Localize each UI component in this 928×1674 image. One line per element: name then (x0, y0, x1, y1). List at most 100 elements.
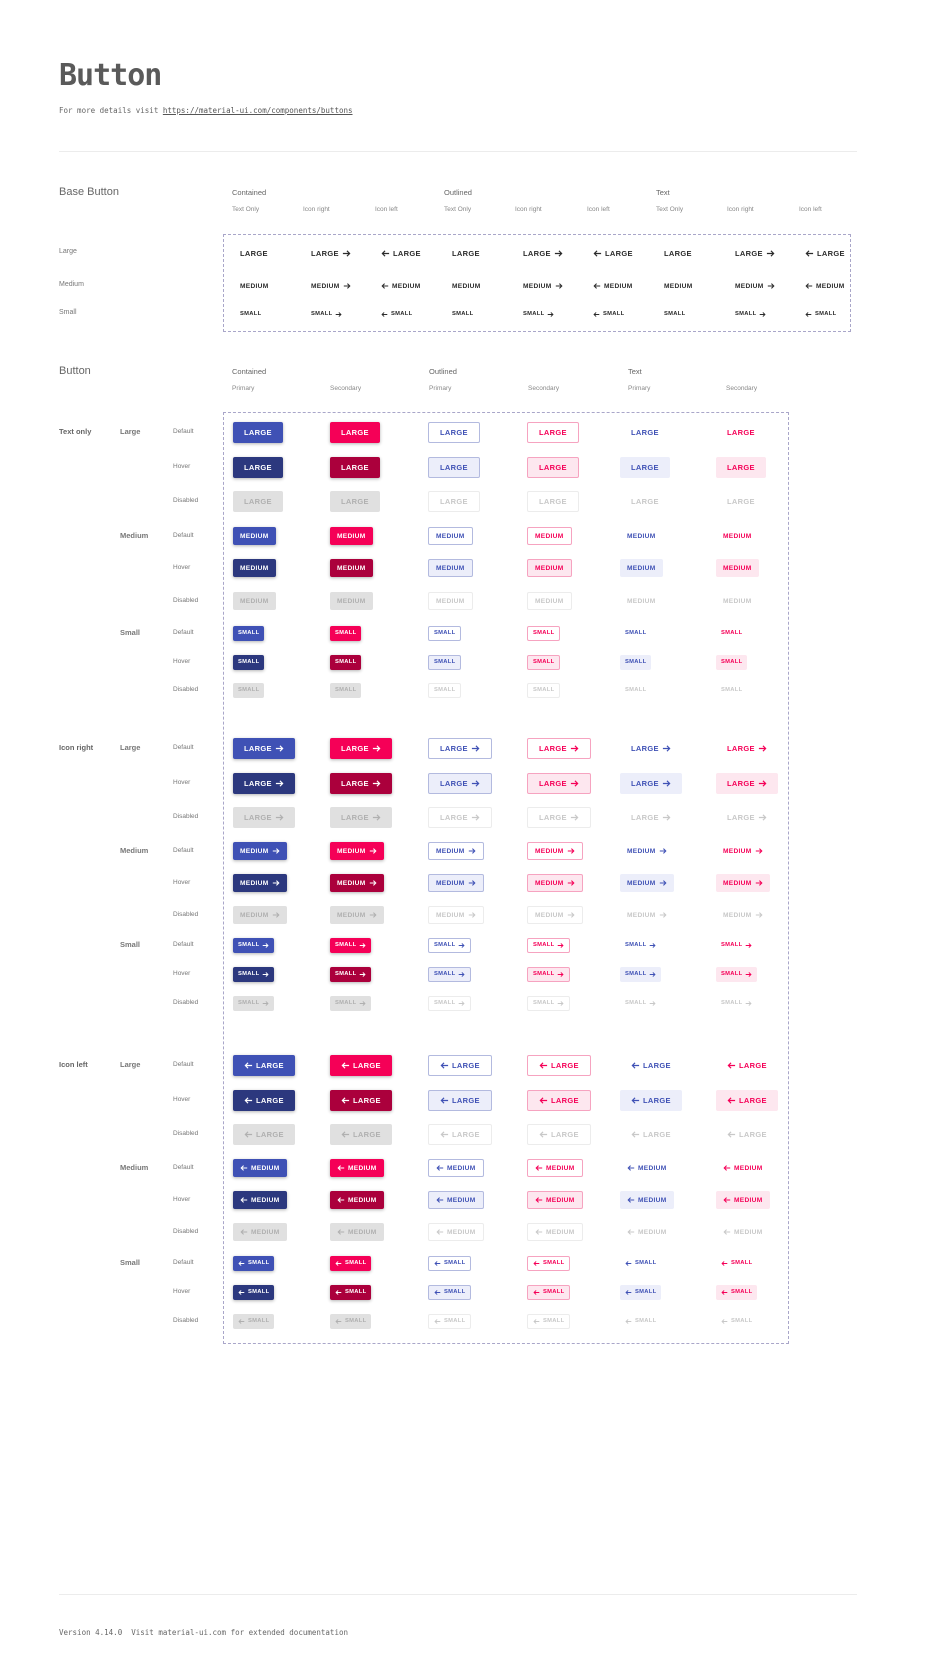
button-outlined-secondary-icon-right-small-hover[interactable]: SMALL (527, 966, 571, 982)
button-contained-primary-icon-right-small-default[interactable]: SMALL (233, 937, 275, 953)
button-text-secondary-text-only-large-hover[interactable]: LARGE (716, 456, 766, 478)
button-text-secondary-icon-right-large-default[interactable]: LARGE (716, 738, 778, 759)
button-text-primary-text-only-small-default[interactable]: SMALL (620, 626, 651, 641)
button-outlined-secondary-text-only-small-hover[interactable]: SMALL (527, 654, 561, 670)
button-contained-secondary-icon-right-medium-default[interactable]: MEDIUM (330, 842, 384, 860)
button-outlined-primary-icon-left-small-hover[interactable]: SMALL (428, 1284, 472, 1300)
button-outlined-secondary-text-only-small-default[interactable]: SMALL (527, 625, 561, 641)
button-contained-secondary-text-only-large-disabled[interactable]: LARGE (330, 490, 380, 512)
base-button-outlined-small[interactable]: SMALL (447, 307, 478, 322)
button-outlined-primary-icon-right-small-default[interactable]: SMALL (428, 937, 472, 953)
base-button-text-medium[interactable]: MEDIUM (798, 277, 852, 295)
button-outlined-primary-icon-right-small-hover[interactable]: SMALL (428, 966, 472, 982)
button-text-secondary-icon-right-large-disabled[interactable]: LARGE (716, 807, 778, 828)
button-text-secondary-icon-left-large-hover[interactable]: LARGE (716, 1089, 778, 1111)
button-outlined-secondary-text-only-medium-disabled[interactable]: MEDIUM (527, 592, 572, 610)
button-outlined-secondary-text-only-small-disabled[interactable]: SMALL (527, 682, 561, 698)
button-text-primary-icon-left-small-default[interactable]: SMALL (620, 1256, 661, 1271)
button-text-primary-icon-right-medium-default[interactable]: MEDIUM (620, 842, 674, 860)
button-text-secondary-icon-left-medium-disabled[interactable]: MEDIUM (716, 1223, 770, 1241)
button-outlined-primary-icon-right-medium-disabled[interactable]: MEDIUM (428, 906, 484, 924)
button-outlined-secondary-icon-left-small-default[interactable]: SMALL (527, 1255, 571, 1271)
button-contained-primary-icon-right-medium-hover[interactable]: MEDIUM (233, 874, 287, 892)
button-text-secondary-text-only-large-disabled[interactable]: LARGE (716, 491, 766, 512)
button-contained-primary-icon-left-large-disabled[interactable]: LARGE (233, 1123, 295, 1145)
button-outlined-primary-text-only-medium-disabled[interactable]: MEDIUM (428, 592, 473, 610)
button-contained-secondary-icon-left-small-hover[interactable]: SMALL (330, 1284, 372, 1300)
button-text-primary-icon-left-medium-hover[interactable]: MEDIUM (620, 1191, 674, 1209)
button-outlined-primary-icon-left-large-disabled[interactable]: LARGE (428, 1123, 492, 1145)
button-contained-primary-icon-right-large-hover[interactable]: LARGE (233, 772, 295, 794)
button-contained-secondary-icon-left-small-default[interactable]: SMALL (330, 1255, 372, 1271)
button-contained-secondary-icon-right-large-default[interactable]: LARGE (330, 737, 392, 759)
button-text-primary-icon-right-small-disabled[interactable]: SMALL (620, 996, 661, 1011)
base-button-text-large[interactable]: LARGE (653, 243, 703, 264)
button-text-secondary-icon-left-medium-default[interactable]: MEDIUM (716, 1159, 770, 1177)
button-contained-secondary-text-only-medium-disabled[interactable]: MEDIUM (330, 592, 373, 610)
docs-link[interactable]: https://material-ui.com/components/butto… (162, 106, 353, 115)
button-text-primary-icon-right-large-disabled[interactable]: LARGE (620, 807, 682, 828)
button-text-secondary-icon-right-medium-default[interactable]: MEDIUM (716, 842, 770, 860)
button-outlined-primary-text-only-medium-default[interactable]: MEDIUM (428, 527, 473, 545)
button-contained-primary-icon-left-medium-hover[interactable]: MEDIUM (233, 1191, 287, 1209)
button-outlined-secondary-text-only-large-hover[interactable]: LARGE (527, 456, 579, 478)
button-contained-secondary-text-only-large-hover[interactable]: LARGE (330, 456, 380, 478)
button-contained-secondary-icon-right-medium-disabled[interactable]: MEDIUM (330, 906, 384, 924)
button-text-primary-icon-right-large-default[interactable]: LARGE (620, 738, 682, 759)
button-text-secondary-icon-left-medium-hover[interactable]: MEDIUM (716, 1191, 770, 1209)
button-text-secondary-text-only-medium-disabled[interactable]: MEDIUM (716, 592, 759, 610)
button-outlined-primary-icon-left-medium-disabled[interactable]: MEDIUM (428, 1223, 484, 1241)
button-contained-secondary-icon-right-large-hover[interactable]: LARGE (330, 772, 392, 794)
button-outlined-secondary-icon-left-small-hover[interactable]: SMALL (527, 1284, 571, 1300)
base-button-outlined-small[interactable]: SMALL (588, 307, 629, 322)
button-text-secondary-text-only-small-hover[interactable]: SMALL (716, 654, 748, 670)
button-text-secondary-icon-right-medium-disabled[interactable]: MEDIUM (716, 906, 770, 924)
button-outlined-secondary-icon-right-medium-disabled[interactable]: MEDIUM (527, 906, 583, 924)
button-contained-secondary-icon-left-large-default[interactable]: LARGE (330, 1054, 392, 1076)
button-contained-primary-icon-left-large-default[interactable]: LARGE (233, 1054, 295, 1076)
button-outlined-secondary-text-only-large-disabled[interactable]: LARGE (527, 490, 579, 512)
base-button-contained-large[interactable]: LARGE (370, 243, 432, 264)
button-text-secondary-icon-left-small-disabled[interactable]: SMALL (716, 1314, 757, 1329)
button-contained-primary-text-only-large-default[interactable]: LARGE (233, 421, 283, 443)
button-contained-secondary-icon-right-small-disabled[interactable]: SMALL (330, 995, 372, 1011)
base-button-contained-medium[interactable]: MEDIUM (233, 277, 276, 295)
button-contained-primary-text-only-small-hover[interactable]: SMALL (233, 654, 265, 670)
base-button-outlined-large[interactable]: LARGE (512, 243, 574, 264)
button-outlined-primary-text-only-small-default[interactable]: SMALL (428, 625, 462, 641)
button-outlined-secondary-icon-left-small-disabled[interactable]: SMALL (527, 1313, 571, 1329)
button-text-primary-text-only-large-hover[interactable]: LARGE (620, 456, 670, 478)
button-outlined-primary-icon-right-medium-default[interactable]: MEDIUM (428, 842, 484, 860)
button-text-secondary-icon-right-small-default[interactable]: SMALL (716, 938, 757, 953)
button-text-primary-icon-left-large-default[interactable]: LARGE (620, 1055, 682, 1076)
base-button-outlined-small[interactable]: SMALL (518, 307, 559, 322)
button-outlined-secondary-icon-left-large-hover[interactable]: LARGE (527, 1089, 591, 1111)
button-outlined-primary-icon-left-large-default[interactable]: LARGE (428, 1054, 492, 1076)
button-contained-secondary-text-only-medium-hover[interactable]: MEDIUM (330, 559, 373, 577)
button-text-primary-icon-right-small-default[interactable]: SMALL (620, 938, 661, 953)
button-outlined-primary-text-only-small-disabled[interactable]: SMALL (428, 682, 462, 698)
button-contained-secondary-text-only-large-default[interactable]: LARGE (330, 421, 380, 443)
button-outlined-secondary-icon-right-large-default[interactable]: LARGE (527, 737, 591, 759)
button-contained-primary-icon-left-medium-default[interactable]: MEDIUM (233, 1159, 287, 1177)
button-outlined-secondary-text-only-medium-hover[interactable]: MEDIUM (527, 559, 572, 577)
base-button-contained-small[interactable]: SMALL (235, 307, 266, 322)
button-outlined-primary-text-only-medium-hover[interactable]: MEDIUM (428, 559, 473, 577)
button-contained-secondary-icon-left-small-disabled[interactable]: SMALL (330, 1313, 372, 1329)
button-text-secondary-text-only-small-disabled[interactable]: SMALL (716, 683, 747, 698)
button-contained-secondary-text-only-small-disabled[interactable]: SMALL (330, 682, 362, 698)
button-outlined-primary-text-only-large-hover[interactable]: LARGE (428, 456, 480, 478)
button-text-secondary-text-only-small-default[interactable]: SMALL (716, 626, 747, 641)
button-outlined-primary-icon-left-large-hover[interactable]: LARGE (428, 1089, 492, 1111)
button-contained-primary-icon-left-small-hover[interactable]: SMALL (233, 1284, 275, 1300)
button-outlined-primary-icon-left-medium-hover[interactable]: MEDIUM (428, 1191, 484, 1209)
button-text-primary-icon-left-medium-disabled[interactable]: MEDIUM (620, 1223, 674, 1241)
button-text-primary-text-only-large-default[interactable]: LARGE (620, 422, 670, 443)
base-button-contained-large[interactable]: LARGE (300, 243, 362, 264)
button-outlined-secondary-icon-left-medium-disabled[interactable]: MEDIUM (527, 1223, 583, 1241)
base-button-outlined-large[interactable]: LARGE (441, 243, 491, 264)
button-text-primary-icon-right-medium-disabled[interactable]: MEDIUM (620, 906, 674, 924)
button-contained-primary-icon-left-large-hover[interactable]: LARGE (233, 1089, 295, 1111)
button-text-secondary-icon-left-small-default[interactable]: SMALL (716, 1256, 757, 1271)
button-outlined-secondary-text-only-medium-default[interactable]: MEDIUM (527, 527, 572, 545)
